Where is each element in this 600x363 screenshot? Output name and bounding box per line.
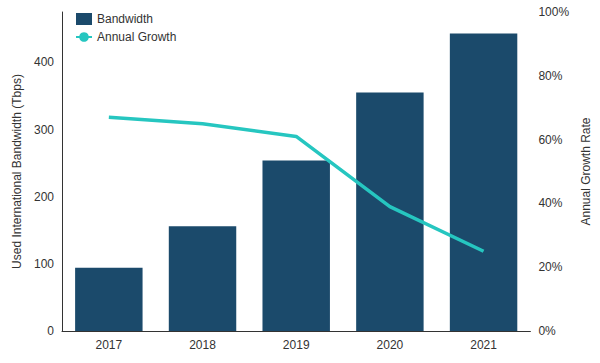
svg-text:2018: 2018 <box>189 338 216 352</box>
svg-text:0%: 0% <box>538 324 556 338</box>
svg-text:80%: 80% <box>538 69 562 83</box>
svg-text:200: 200 <box>34 190 54 204</box>
svg-text:20%: 20% <box>538 260 562 274</box>
svg-text:Annual Growth Rate: Annual Growth Rate <box>579 117 593 225</box>
svg-text:Used International Bandwidth (: Used International Bandwidth (Tbps) <box>10 74 24 269</box>
svg-text:100: 100 <box>34 257 54 271</box>
svg-text:40%: 40% <box>538 196 562 210</box>
svg-text:60%: 60% <box>538 133 562 147</box>
svg-text:100%: 100% <box>538 5 569 19</box>
svg-text:400: 400 <box>34 55 54 69</box>
svg-text:2021: 2021 <box>470 338 497 352</box>
svg-text:Annual Growth: Annual Growth <box>97 30 176 44</box>
svg-text:300: 300 <box>34 123 54 137</box>
svg-text:Bandwidth: Bandwidth <box>97 12 153 26</box>
svg-text:0: 0 <box>47 324 54 338</box>
svg-text:2020: 2020 <box>377 338 404 352</box>
svg-text:2019: 2019 <box>283 338 310 352</box>
svg-text:2017: 2017 <box>95 338 122 352</box>
